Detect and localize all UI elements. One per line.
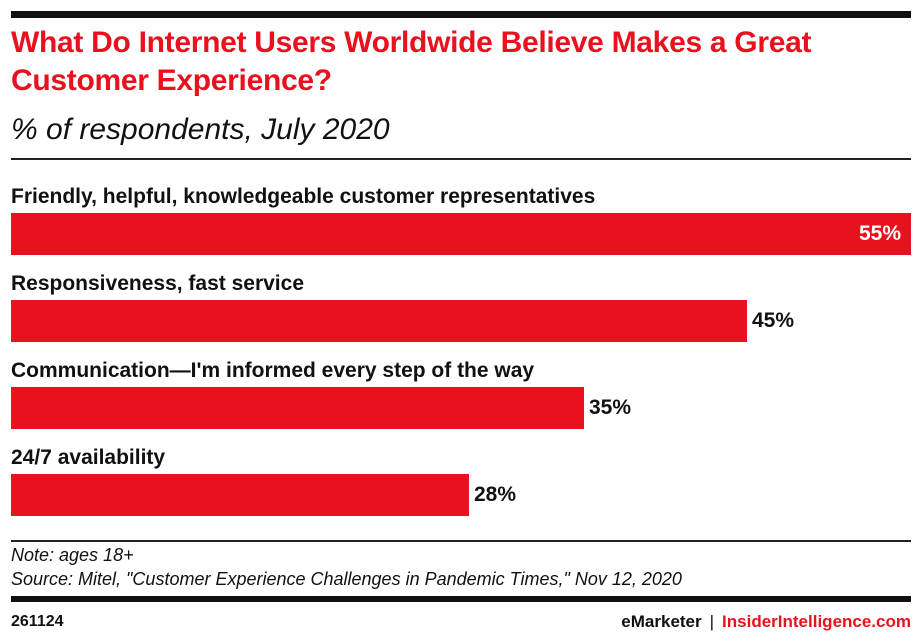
- bar: [11, 387, 584, 429]
- value-label: 55%: [858, 222, 901, 245]
- value-label: 28%: [474, 483, 517, 506]
- value-label: 45%: [752, 309, 795, 332]
- chart-id: 261124: [11, 613, 64, 630]
- category-label: Communication—I'm informed every step of…: [11, 359, 535, 382]
- note-text: Note: ages 18+: [11, 545, 134, 565]
- top-rule: [11, 11, 911, 18]
- value-label: 35%: [589, 396, 632, 419]
- brand-insider-intelligence[interactable]: InsiderIntelligence.com: [722, 612, 911, 631]
- chart-title: What Do Internet Users Worldwide Believe…: [11, 26, 812, 97]
- bar: [11, 213, 911, 255]
- header-divider: [11, 158, 911, 160]
- notes-divider: [11, 540, 911, 542]
- footer-brand: eMarketer | InsiderIntelligence.com: [621, 612, 911, 632]
- chart-subtitle: % of respondents, July 2020: [11, 113, 390, 146]
- bar: [11, 474, 469, 516]
- category-label: Responsiveness, fast service: [11, 272, 304, 295]
- brand-emarketer: eMarketer: [621, 612, 702, 631]
- bar: [11, 300, 747, 342]
- source-text: Source: Mitel, "Customer Experience Chal…: [11, 569, 682, 589]
- brand-separator: |: [709, 612, 715, 631]
- category-label: Friendly, helpful, knowledgeable custome…: [11, 185, 596, 208]
- category-label: 24/7 availability: [11, 446, 166, 469]
- bottom-rule: [11, 596, 911, 602]
